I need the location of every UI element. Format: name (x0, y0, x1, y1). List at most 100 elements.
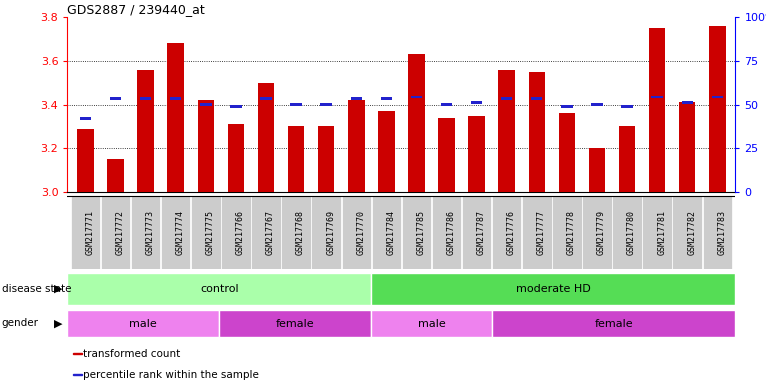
Text: GSM217778: GSM217778 (567, 210, 576, 255)
Text: female: female (594, 318, 633, 329)
Text: control: control (200, 284, 238, 294)
FancyBboxPatch shape (552, 196, 581, 269)
FancyBboxPatch shape (312, 196, 341, 269)
FancyBboxPatch shape (251, 196, 280, 269)
Text: GSM217769: GSM217769 (326, 210, 336, 255)
FancyBboxPatch shape (67, 310, 219, 338)
FancyBboxPatch shape (432, 196, 461, 269)
Text: GSM217774: GSM217774 (175, 210, 185, 255)
FancyBboxPatch shape (131, 196, 160, 269)
Bar (649, 28, 666, 192)
Bar (709, 26, 725, 192)
Text: GSM217781: GSM217781 (657, 210, 666, 255)
Bar (260, 97, 272, 99)
Bar (381, 97, 392, 99)
Bar (712, 96, 723, 98)
Text: gender: gender (2, 318, 38, 328)
FancyBboxPatch shape (401, 196, 431, 269)
Bar (501, 97, 512, 99)
Bar (619, 126, 635, 192)
Text: male: male (129, 318, 157, 329)
FancyBboxPatch shape (582, 196, 612, 269)
Bar (198, 100, 214, 192)
Text: male: male (418, 318, 446, 329)
Bar (651, 96, 663, 98)
Bar (170, 97, 182, 99)
Text: moderate HD: moderate HD (516, 284, 591, 294)
Bar (137, 70, 154, 192)
Bar (107, 159, 124, 192)
Bar (531, 97, 542, 99)
Text: GSM217786: GSM217786 (447, 210, 456, 255)
FancyBboxPatch shape (101, 196, 130, 269)
Bar (682, 101, 693, 104)
FancyBboxPatch shape (191, 196, 221, 269)
Bar (200, 103, 211, 106)
Bar (228, 124, 244, 192)
Bar (679, 103, 696, 192)
Text: female: female (276, 318, 314, 329)
Bar (378, 111, 394, 192)
Text: GSM217768: GSM217768 (296, 210, 305, 255)
FancyBboxPatch shape (643, 196, 672, 269)
Bar (499, 70, 515, 192)
FancyBboxPatch shape (372, 196, 401, 269)
Bar (320, 103, 332, 106)
Text: disease state: disease state (2, 284, 71, 294)
FancyBboxPatch shape (342, 196, 371, 269)
Bar (440, 103, 452, 106)
Bar (110, 97, 121, 99)
Text: GSM217766: GSM217766 (236, 210, 245, 255)
Bar (77, 129, 93, 192)
Bar (73, 374, 81, 375)
Text: transformed count: transformed count (83, 349, 180, 359)
Text: GSM217773: GSM217773 (146, 210, 155, 255)
Bar (561, 105, 572, 108)
FancyBboxPatch shape (67, 273, 371, 305)
FancyBboxPatch shape (702, 196, 732, 269)
Bar (348, 100, 365, 192)
Bar (351, 97, 362, 99)
FancyBboxPatch shape (219, 310, 371, 338)
Bar (621, 105, 633, 108)
Text: GDS2887 / 239440_at: GDS2887 / 239440_at (67, 3, 205, 16)
Text: GSM217770: GSM217770 (356, 210, 365, 255)
Bar (140, 97, 152, 99)
Text: GSM217787: GSM217787 (476, 210, 486, 255)
FancyBboxPatch shape (493, 310, 735, 338)
Bar (168, 43, 184, 192)
Text: GSM217772: GSM217772 (116, 210, 125, 255)
Text: GSM217771: GSM217771 (86, 210, 94, 255)
Bar (73, 353, 81, 354)
FancyBboxPatch shape (70, 196, 100, 269)
Text: ▶: ▶ (54, 284, 63, 294)
Bar (288, 126, 304, 192)
Text: GSM217776: GSM217776 (506, 210, 516, 255)
FancyBboxPatch shape (281, 196, 311, 269)
Text: percentile rank within the sample: percentile rank within the sample (83, 370, 259, 380)
Bar (408, 55, 424, 192)
FancyBboxPatch shape (462, 196, 491, 269)
Text: GSM217783: GSM217783 (717, 210, 726, 255)
FancyBboxPatch shape (221, 196, 250, 269)
Bar (438, 118, 455, 192)
Bar (529, 72, 545, 192)
FancyBboxPatch shape (371, 273, 735, 305)
Bar (257, 83, 274, 192)
FancyBboxPatch shape (371, 310, 493, 338)
Text: GSM217784: GSM217784 (386, 210, 395, 255)
Bar (591, 103, 603, 106)
FancyBboxPatch shape (522, 196, 552, 269)
Bar (589, 148, 605, 192)
Text: ▶: ▶ (54, 318, 63, 328)
Bar (558, 113, 575, 192)
Bar (468, 116, 485, 192)
Text: GSM217785: GSM217785 (417, 210, 425, 255)
FancyBboxPatch shape (612, 196, 642, 269)
Text: GSM217780: GSM217780 (627, 210, 636, 255)
Bar (411, 96, 422, 98)
Bar (231, 105, 241, 108)
Bar (471, 101, 483, 104)
Text: GSM217767: GSM217767 (266, 210, 275, 255)
FancyBboxPatch shape (161, 196, 191, 269)
